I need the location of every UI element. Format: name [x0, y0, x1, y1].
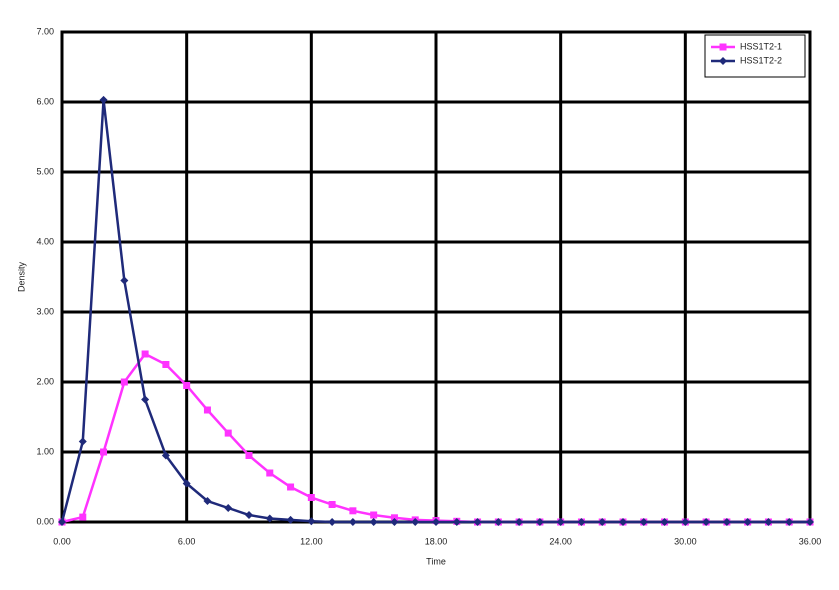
data-point: [432, 518, 440, 526]
y-tick-label: 5.00: [36, 166, 54, 176]
data-point: [370, 511, 378, 519]
data-point: [328, 501, 336, 508]
data-point: [515, 518, 524, 526]
data-point: [265, 514, 274, 523]
data-point: [681, 518, 690, 526]
data-point: [79, 513, 87, 521]
y-tick-label: 0.00: [36, 516, 54, 526]
data-point: [182, 479, 191, 488]
legend-marker: [719, 57, 727, 65]
data-point: [162, 361, 170, 368]
data-point: [203, 406, 211, 414]
y-tick-label: 4.00: [36, 236, 54, 246]
data-point: [411, 518, 420, 526]
x-tick-label: 36.00: [799, 536, 822, 546]
data-point: [743, 518, 752, 526]
y-tick-label: 7.00: [36, 26, 54, 36]
data-point: [120, 378, 128, 386]
data-point: [307, 494, 315, 501]
data-point: [224, 429, 232, 437]
x-tick-label: 12.00: [300, 536, 323, 546]
y-axis-label: Density: [16, 261, 26, 292]
data-point: [535, 518, 544, 526]
data-point: [390, 518, 399, 526]
data-point: [141, 395, 150, 404]
legend-box: [704, 34, 806, 78]
x-tick-label: 6.00: [178, 536, 196, 546]
data-point: [224, 504, 233, 512]
data-point: [660, 518, 669, 526]
data-point: [369, 518, 378, 526]
data-point: [639, 518, 648, 526]
legend-marker: [719, 43, 727, 51]
data-point: [556, 518, 565, 526]
x-tick-label: 24.00: [549, 536, 572, 546]
data-point: [99, 95, 108, 104]
data-point: [245, 452, 253, 459]
x-tick-label: 30.00: [674, 536, 697, 546]
data-point: [348, 518, 357, 526]
data-point: [161, 451, 170, 460]
data-point: [100, 448, 108, 456]
data-point: [120, 276, 129, 285]
data-point: [619, 518, 627, 526]
data-point: [183, 382, 191, 389]
x-tick-label: 18.00: [425, 536, 448, 546]
data-point: [494, 518, 503, 526]
y-tick-label: 2.00: [36, 376, 54, 386]
data-point: [785, 518, 794, 526]
y-tick-label: 1.00: [36, 446, 54, 456]
y-tick-label: 3.00: [36, 306, 54, 316]
data-point: [577, 518, 586, 526]
data-point: [328, 518, 337, 526]
data-point: [58, 518, 66, 526]
data-point: [806, 518, 814, 526]
data-point: [141, 350, 149, 358]
data-point: [598, 518, 607, 526]
data-point: [78, 437, 87, 446]
data-point: [307, 517, 316, 526]
data-point: [287, 483, 295, 491]
data-point: [390, 514, 398, 522]
data-point: [764, 518, 773, 526]
legend-label: HSS1T2-2: [740, 55, 782, 65]
data-point: [286, 515, 295, 524]
data-point: [266, 469, 274, 477]
y-tick-label: 6.00: [36, 96, 54, 106]
data-point: [349, 507, 357, 515]
data-point: [722, 518, 731, 526]
data-point: [203, 497, 212, 505]
data-point: [245, 511, 253, 519]
data-point: [452, 518, 461, 526]
data-point: [702, 518, 711, 526]
x-tick-label: 0.00: [53, 536, 71, 546]
legend-label: HSS1T2-1: [740, 41, 782, 51]
x-axis-label: Time: [426, 556, 446, 566]
data-point: [473, 518, 482, 526]
